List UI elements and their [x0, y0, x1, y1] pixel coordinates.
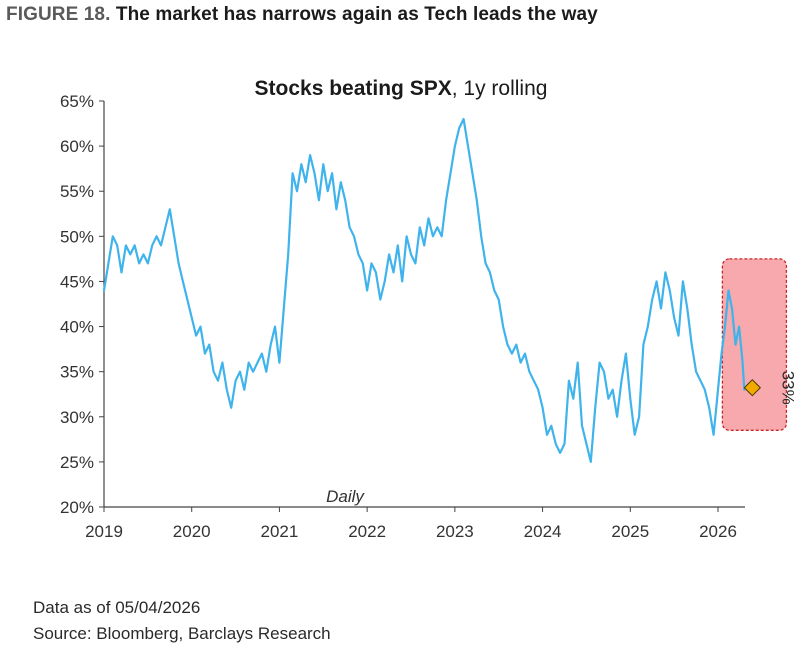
figure-title: FIGURE 18. The market has narrows again …: [6, 4, 598, 26]
y-tick-label: 50%: [60, 227, 94, 246]
y-tick-label: 25%: [60, 453, 94, 472]
highlight-box: [721, 258, 788, 431]
series-line: [102, 117, 746, 463]
x-tick-label: 2024: [524, 522, 562, 541]
x-tick-label: 2023: [436, 522, 474, 541]
frequency-label: Daily: [326, 487, 365, 506]
y-tick-label: 35%: [60, 363, 94, 382]
x-tick-label: 2019: [85, 522, 123, 541]
figure-heading: The market has narrows again as Tech lea…: [115, 4, 598, 25]
axes: [103, 101, 745, 508]
current-value-label: 33%: [778, 371, 797, 405]
x-axis-ticks: 2019 2020 2021 2022 2023 2024 2025 2026: [85, 507, 737, 541]
series-layer: [102, 117, 746, 463]
chart-title: Stocks beating SPX, 1y rolling: [255, 77, 548, 100]
annotation-layer: 33%: [743, 371, 797, 405]
chart-title-rest: , 1y rolling: [452, 77, 548, 100]
y-tick-label: 30%: [60, 408, 94, 427]
current-value-marker: [743, 379, 762, 397]
chart-title-bold: Stocks beating SPX: [255, 77, 452, 100]
y-tick-label: 45%: [60, 272, 94, 291]
x-tick-label: 2025: [611, 522, 649, 541]
x-tick-label: 2021: [261, 522, 299, 541]
y-tick-label: 20%: [60, 498, 94, 517]
data-as-of-note: Data as of 05/04/2026: [33, 598, 201, 617]
x-tick-label: 2020: [173, 522, 211, 541]
highlight-layer: [721, 258, 788, 431]
y-tick-label: 55%: [60, 182, 94, 201]
y-axis-ticks: 20% 25% 30% 35% 40% 45% 50% 55% 60% 65%: [60, 92, 104, 517]
y-tick-label: 65%: [60, 92, 94, 111]
x-tick-label: 2022: [348, 522, 386, 541]
figure-label: FIGURE 18.: [6, 4, 111, 25]
y-tick-label: 60%: [60, 137, 94, 156]
y-tick-label: 40%: [60, 318, 94, 337]
source-note: Source: Bloomberg, Barclays Research: [33, 624, 331, 643]
x-tick-label: 2026: [699, 522, 737, 541]
